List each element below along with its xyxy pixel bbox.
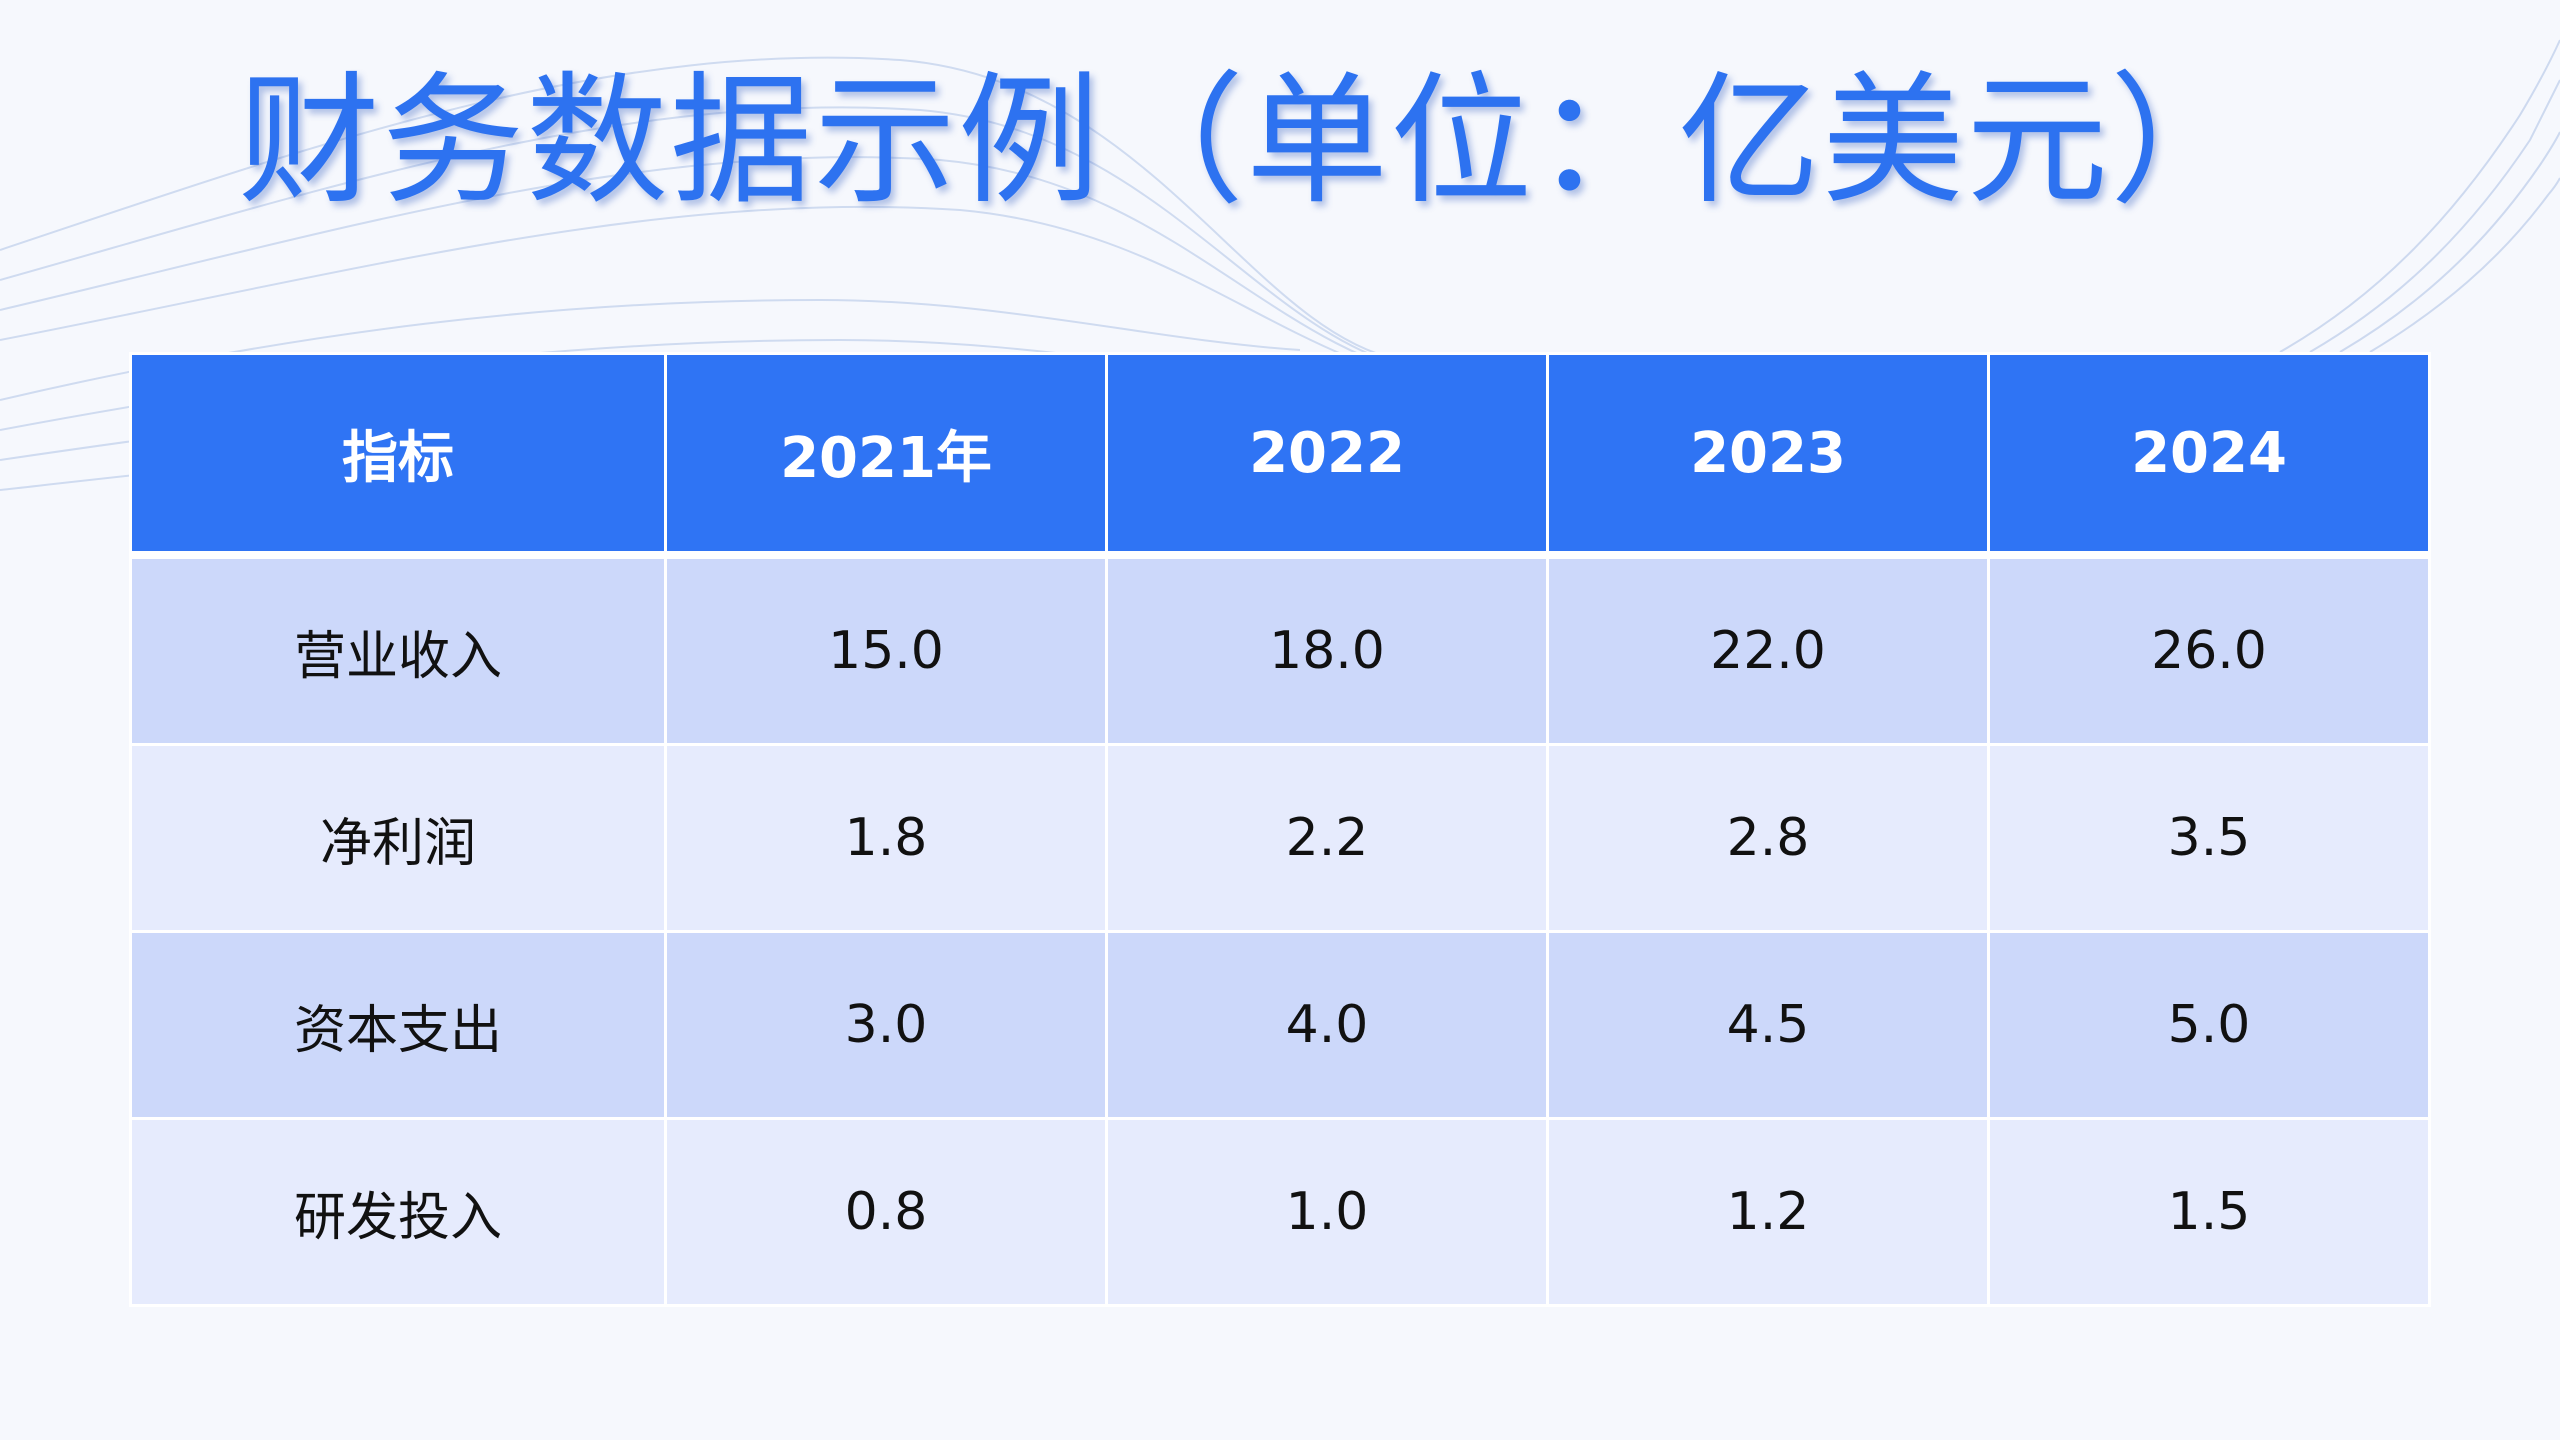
table-cell: 4.0 xyxy=(1105,930,1549,1120)
table-cell: 3.5 xyxy=(1987,743,2431,933)
row-label: 资本支出 xyxy=(129,930,667,1120)
table-cell: 0.8 xyxy=(664,1117,1108,1307)
table-row: 净利润 1.8 2.2 2.8 3.5 xyxy=(129,743,2431,933)
header-cell-2023: 2023 xyxy=(1546,352,1990,559)
table-row: 研发投入 0.8 1.0 1.2 1.5 xyxy=(129,1117,2431,1307)
header-cell-2022: 2022 xyxy=(1105,352,1549,559)
table-cell: 1.2 xyxy=(1546,1117,1990,1307)
table-cell: 3.0 xyxy=(664,930,1108,1120)
table-cell: 1.0 xyxy=(1105,1117,1549,1307)
financial-data-table: 指标 2021年 2022 2023 2024 营业收入 15.0 18.0 2… xyxy=(129,352,2431,1307)
row-label: 净利润 xyxy=(129,743,667,933)
table-cell: 1.8 xyxy=(664,743,1108,933)
row-label: 营业收入 xyxy=(129,553,667,746)
table-cell: 22.0 xyxy=(1546,553,1990,746)
row-label: 研发投入 xyxy=(129,1117,667,1307)
table-header-row: 指标 2021年 2022 2023 2024 xyxy=(129,352,2431,559)
table-row: 营业收入 15.0 18.0 22.0 26.0 xyxy=(129,553,2431,746)
table-cell: 26.0 xyxy=(1987,553,2431,746)
slide-title: 财务数据示例（单位：亿美元） xyxy=(238,59,2254,224)
header-cell-metric: 指标 xyxy=(129,352,667,559)
header-cell-2024: 2024 xyxy=(1987,352,2431,559)
table-cell: 2.2 xyxy=(1105,743,1549,933)
table-row: 资本支出 3.0 4.0 4.5 5.0 xyxy=(129,930,2431,1120)
table-cell: 4.5 xyxy=(1546,930,1990,1120)
table-cell: 2.8 xyxy=(1546,743,1990,933)
table-cell: 5.0 xyxy=(1987,930,2431,1120)
header-cell-2021: 2021年 xyxy=(664,352,1108,559)
table-cell: 18.0 xyxy=(1105,553,1549,746)
table-cell: 15.0 xyxy=(664,553,1108,746)
table-cell: 1.5 xyxy=(1987,1117,2431,1307)
